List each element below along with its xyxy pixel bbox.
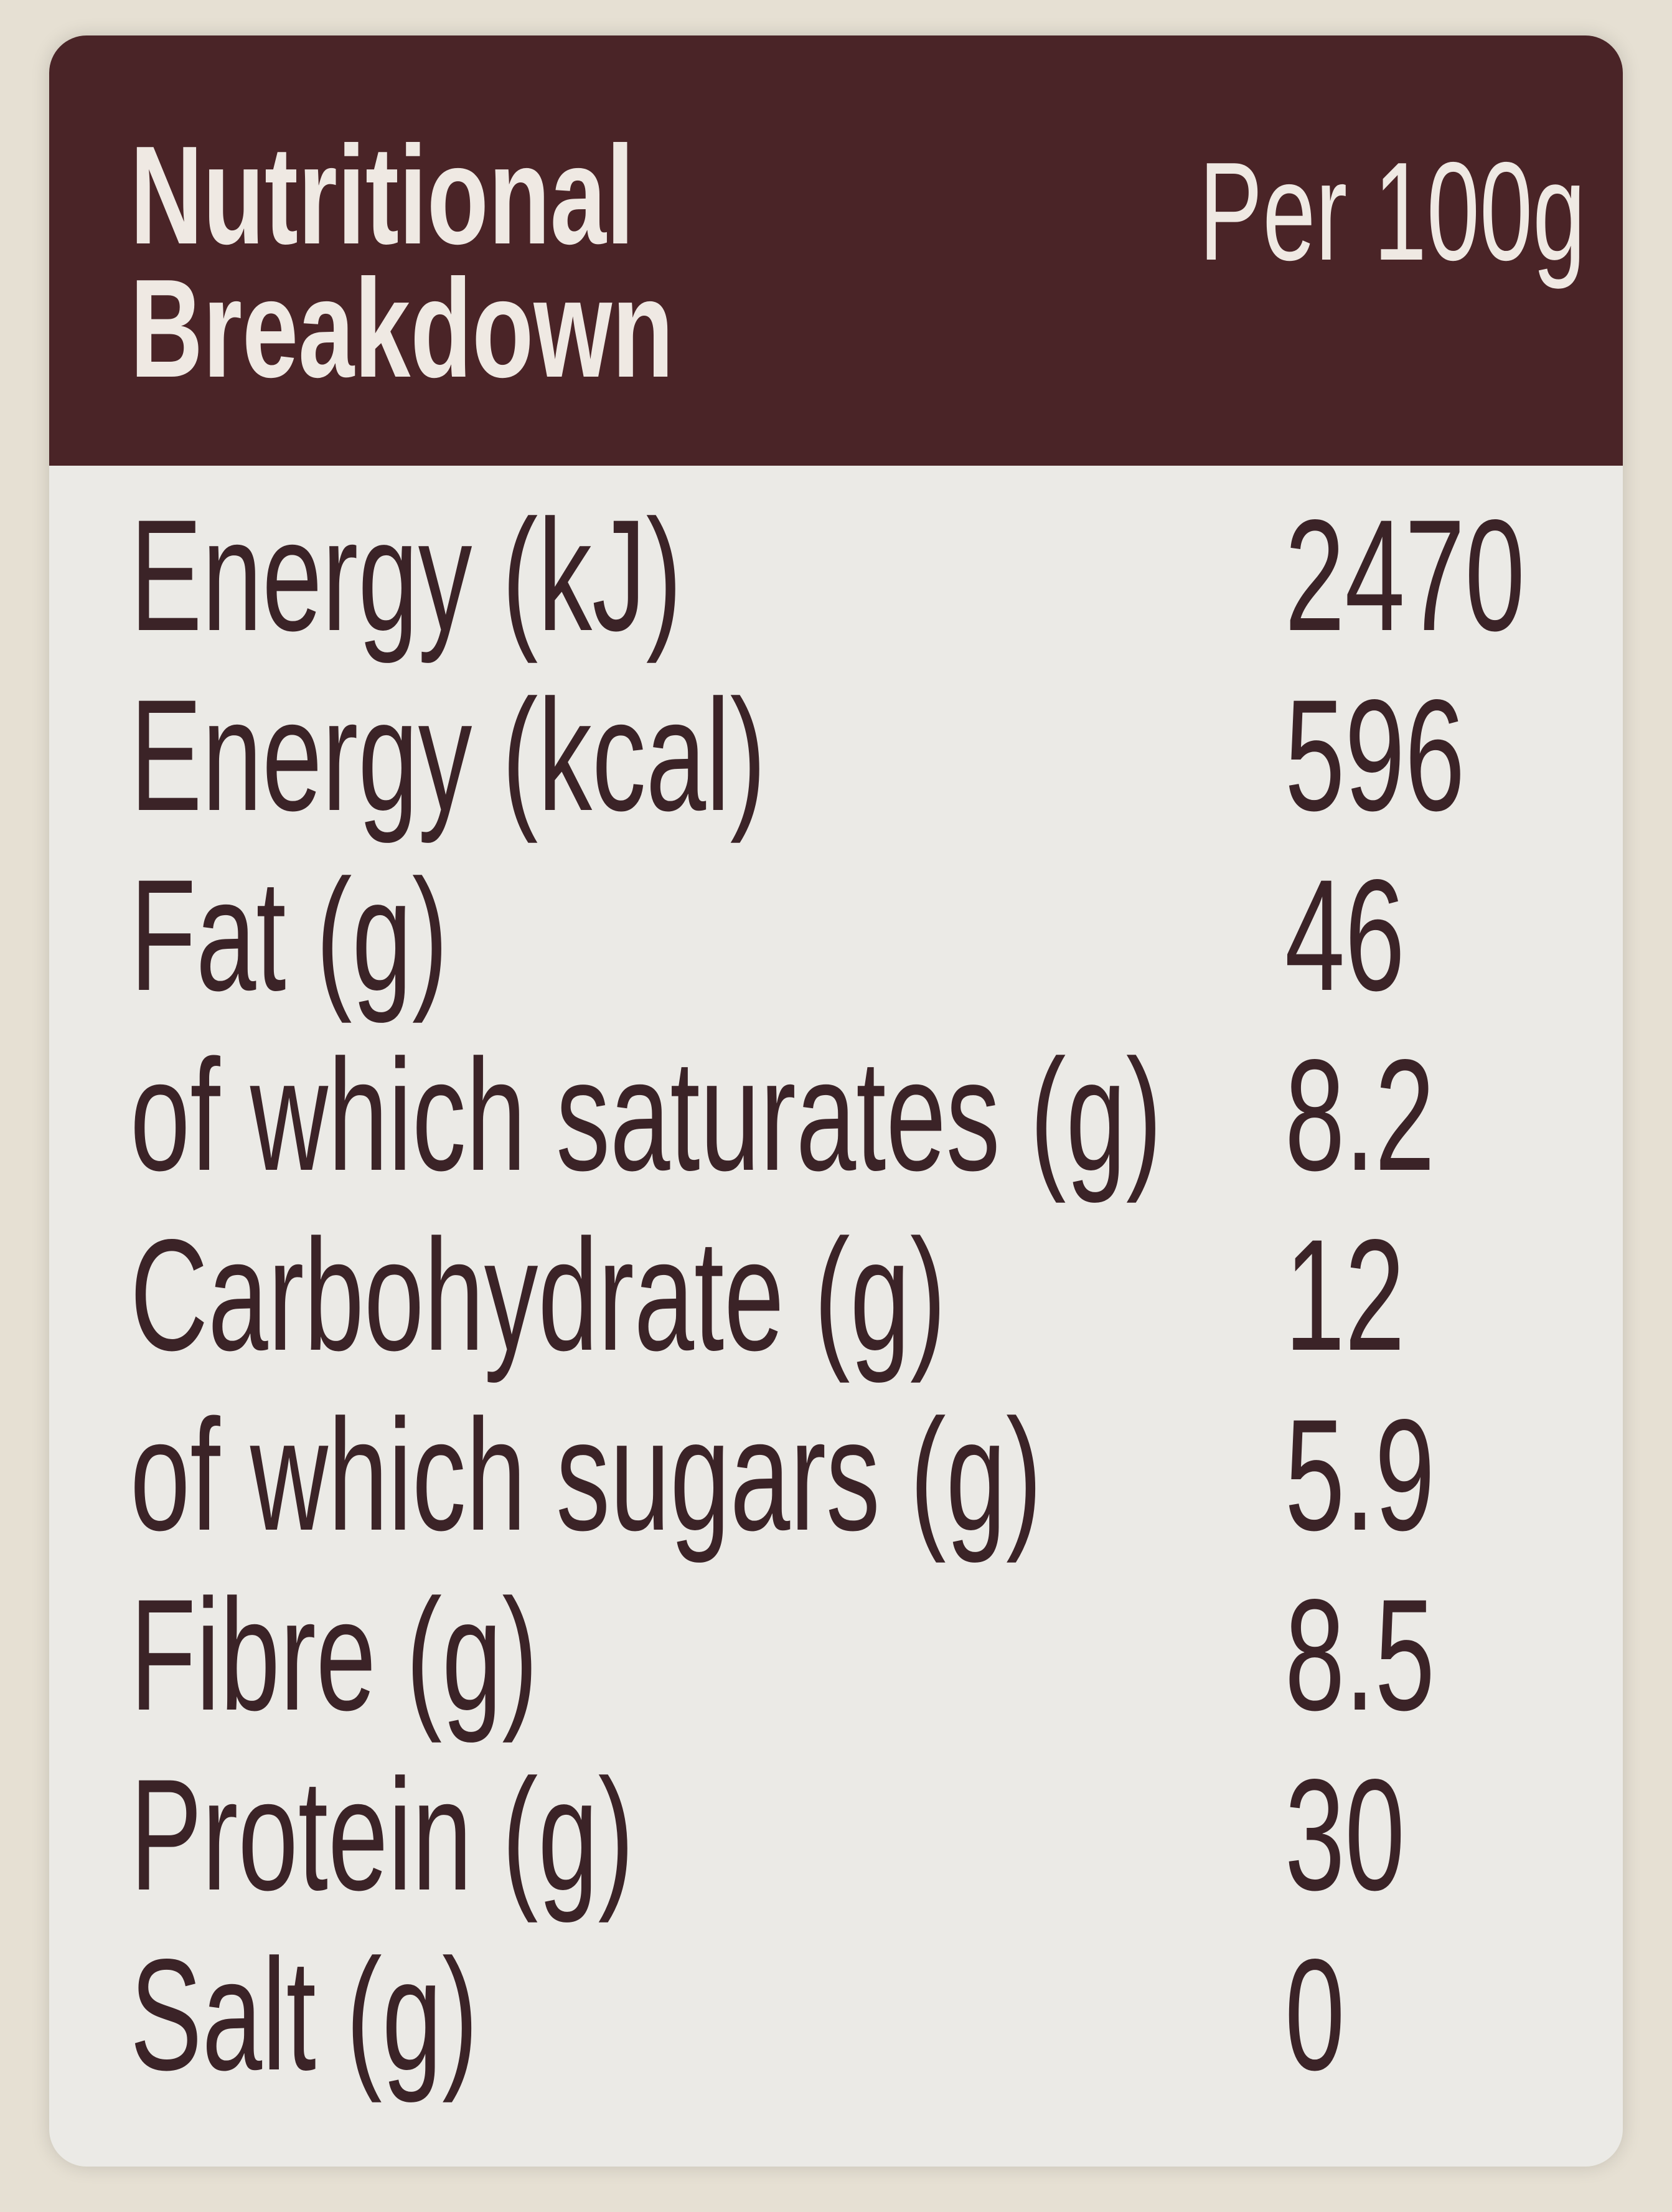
row-value: 5.9 [1285,1386,1435,1564]
row-value: 30 [1285,1746,1405,1924]
row-value: 0 [1285,1926,1345,2104]
row-label: Energy (kJ) [130,487,682,664]
row-value: 596 [1285,667,1465,844]
row-label: Carbohydrate (g) [130,1207,946,1384]
row-label: Fat (g) [130,847,448,1024]
row-value: 46 [1285,847,1405,1024]
header-column: Per 100g [1199,133,1585,289]
row-value: 8.5 [1285,1566,1435,1744]
row-label: of which sugars (g) [130,1386,1042,1564]
header-title: Nutritional Breakdown [130,116,674,407]
header-band: Nutritional Breakdown Per 100g [49,35,1623,466]
row-label: of which saturates (g) [130,1027,1162,1204]
row-label: Salt (g) [130,1926,478,2104]
row-value: 12 [1285,1207,1405,1384]
row-value: 2470 [1285,487,1525,664]
row-value: 8.2 [1285,1027,1435,1204]
row-label: Fibre (g) [130,1566,538,1744]
nutrition-label: Nutritional Breakdown Per 100g Energy (k… [49,35,1623,2167]
row-label: Energy (kcal) [130,667,766,844]
row-label: Protein (g) [130,1746,634,1924]
